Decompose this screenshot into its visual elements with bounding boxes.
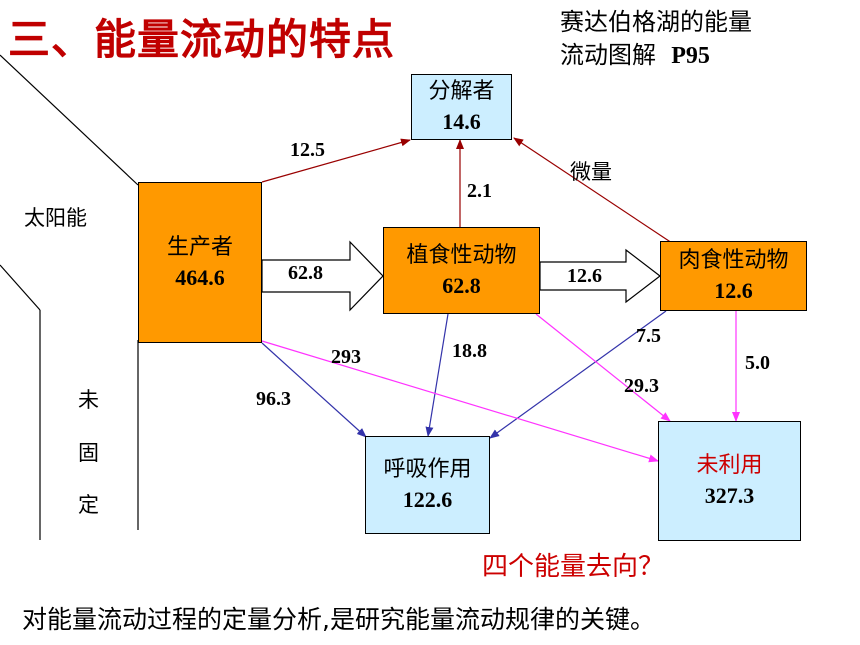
arrow-producer-to-herbivore bbox=[261, 240, 384, 312]
sunlight-line-lower bbox=[0, 264, 41, 311]
decomposer-value: 14.6 bbox=[442, 109, 481, 134]
question-text: 四个能量去向？ bbox=[482, 552, 665, 582]
decomposer-name: 分解者 bbox=[428, 79, 495, 104]
subtitle-page: P95 bbox=[671, 43, 710, 69]
flow-label-herbivore-decomposer: 2.1 bbox=[467, 180, 492, 202]
herbivore-box: 植食性动物 62.8 bbox=[383, 227, 540, 314]
decomposer-box: 分解者 14.6 bbox=[411, 74, 512, 140]
arrow-herbivore-to-carnivore bbox=[539, 248, 661, 304]
producer-box: 生产者 464.6 bbox=[138, 182, 262, 343]
arrow-producer-to-respiration bbox=[261, 342, 367, 438]
respiration-box: 呼吸作用 122.6 bbox=[365, 436, 490, 534]
arrow-carnivore-to-respiration bbox=[489, 310, 667, 439]
carnivore-name: 肉食性动物 bbox=[678, 248, 789, 273]
flow-label-carnivore-unused: 5.0 bbox=[745, 352, 770, 374]
flow-label-producer-decomposer: 12.5 bbox=[290, 139, 325, 161]
flow-label-herbivore-unused: 29.3 bbox=[624, 375, 659, 397]
page-title: 三、能量流动的特点 bbox=[8, 15, 396, 64]
subtitle-line2: 流动图解 P95 bbox=[560, 39, 752, 73]
flow-label-producer-unused: 293 bbox=[331, 346, 361, 368]
unused-box: 未利用 327.3 bbox=[658, 421, 801, 541]
subtitle-line2-text: 流动图解 bbox=[560, 41, 656, 69]
respiration-value: 122.6 bbox=[402, 487, 453, 512]
unused-value: 327.3 bbox=[704, 483, 755, 508]
flow-label-herbivore-carnivore: 12.6 bbox=[567, 265, 602, 287]
sunlight-line-upper bbox=[0, 54, 139, 186]
carnivore-box: 肉食性动物 12.6 bbox=[660, 241, 807, 311]
flow-label-herbivore-respiration: 18.8 bbox=[452, 340, 487, 362]
producer-value: 464.6 bbox=[175, 264, 225, 290]
subtitle: 赛达伯格湖的能量 流动图解 P95 bbox=[560, 6, 752, 73]
sun-energy-label: 太阳能 bbox=[24, 206, 87, 230]
flow-label-producer-respiration: 96.3 bbox=[256, 388, 291, 410]
subtitle-line1: 赛达伯格湖的能量 bbox=[560, 8, 752, 36]
producer-name: 生产者 bbox=[166, 234, 233, 260]
unfixed-char-2: 固 bbox=[78, 441, 99, 465]
unfixed-char-3: 定 bbox=[78, 493, 99, 517]
herbivore-name: 植食性动物 bbox=[406, 242, 517, 268]
arrow-producer-to-decomposer bbox=[261, 138, 411, 183]
flow-label-carnivore-respiration: 7.5 bbox=[636, 325, 661, 347]
footer-text: 对能量流动过程的定量分析,是研究能量流动规律的关键。 bbox=[22, 605, 655, 634]
flow-label-carnivore-decomposer: 微量 bbox=[570, 160, 612, 184]
carnivore-value: 12.6 bbox=[714, 278, 753, 303]
arrow-herbivore-to-respiration bbox=[425, 313, 449, 437]
unfixed-char-1: 未 bbox=[78, 388, 99, 412]
flow-label-producer-herbivore: 62.8 bbox=[288, 262, 323, 284]
herbivore-value: 62.8 bbox=[442, 272, 481, 298]
arrow-carnivore-to-decomposer bbox=[513, 137, 673, 244]
arrow-producer-to-unused bbox=[261, 340, 659, 463]
unused-name: 未利用 bbox=[696, 453, 763, 478]
respiration-name: 呼吸作用 bbox=[383, 457, 472, 482]
arrow-herbivore-to-unused bbox=[535, 313, 671, 422]
